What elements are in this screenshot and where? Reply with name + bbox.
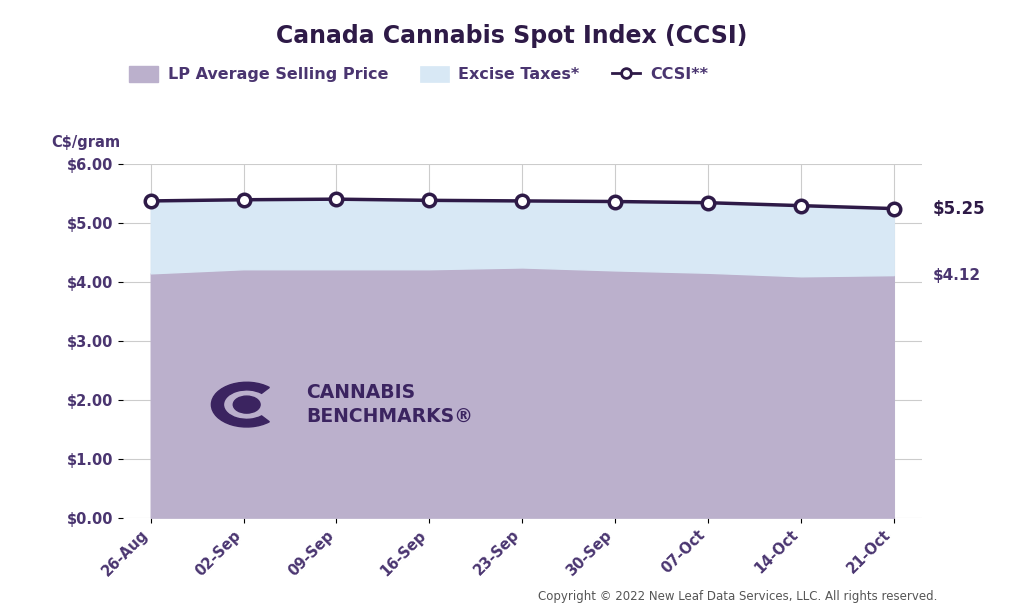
Text: $5.25: $5.25 bbox=[933, 200, 985, 217]
Legend: LP Average Selling Price, Excise Taxes*, CCSI**: LP Average Selling Price, Excise Taxes*,… bbox=[123, 60, 715, 89]
Text: C$/gram: C$/gram bbox=[51, 135, 120, 150]
Text: Copyright © 2022 New Leaf Data Services, LLC. All rights reserved.: Copyright © 2022 New Leaf Data Services,… bbox=[538, 590, 937, 603]
Text: $4.12: $4.12 bbox=[933, 267, 981, 283]
Text: Canada Cannabis Spot Index (CCSI): Canada Cannabis Spot Index (CCSI) bbox=[276, 24, 748, 48]
Wedge shape bbox=[211, 382, 269, 427]
Circle shape bbox=[233, 396, 260, 413]
Text: CANNABIS
BENCHMARKS®: CANNABIS BENCHMARKS® bbox=[306, 384, 473, 426]
